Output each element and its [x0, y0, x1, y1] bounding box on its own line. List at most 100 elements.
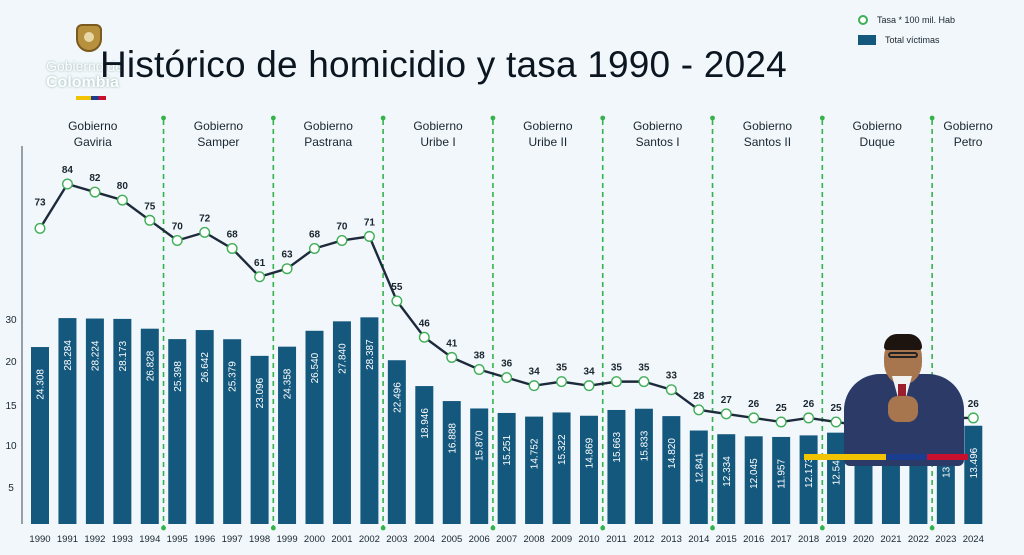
rate-point	[281, 263, 293, 275]
rate-point	[775, 416, 787, 428]
period-divider-dot	[380, 115, 386, 121]
rate-value-label: 70	[336, 221, 348, 232]
x-tick-label: 2011	[606, 534, 626, 545]
rate-value-label: 68	[309, 230, 321, 241]
x-tick-label: 2021	[880, 534, 901, 545]
x-tick-label: 1998	[249, 534, 270, 545]
bar	[113, 318, 132, 524]
period-divider-dot	[161, 525, 166, 531]
period-divider-dot	[710, 115, 715, 121]
y-tick-label: 10	[5, 441, 17, 452]
bar-value-label: 24.308	[36, 369, 47, 400]
rate-value-label: 55	[391, 282, 403, 293]
bar	[58, 318, 77, 524]
gobierno-colombia-logo: Gobierno de Colombia	[44, 22, 144, 102]
bar-value-label: 15.251	[502, 435, 513, 466]
x-tick-label: 2017	[771, 534, 792, 545]
rate-point	[418, 331, 430, 343]
colombia-flag-stripe	[76, 96, 106, 100]
bar-value-label: 12.334	[722, 456, 733, 487]
x-tick-label: 2022	[908, 534, 929, 545]
bar-value-label: 15.833	[639, 430, 650, 461]
bar	[360, 317, 379, 524]
bar	[497, 412, 516, 524]
rate-point	[391, 295, 403, 307]
period-label: Gobierno Santos II	[743, 119, 793, 149]
bar-value-label: 27.840	[337, 343, 348, 374]
period-label: Gobierno Santos I	[633, 119, 683, 149]
rate-value-label: 28	[693, 391, 705, 402]
period-label: Gobierno Uribe II	[523, 119, 573, 149]
rate-point	[336, 234, 348, 246]
bar-value-label: 14.820	[667, 438, 678, 469]
rate-value-label: 73	[34, 197, 46, 208]
bar-value-label: 28.284	[63, 340, 74, 371]
period-divider-dot	[819, 525, 825, 531]
x-tick-label: 2014	[688, 534, 709, 545]
circle-marker-icon	[858, 15, 868, 25]
rate-value-label: 46	[419, 318, 431, 329]
rate-value-label: 41	[446, 338, 458, 349]
bar-value-label: 12.173	[804, 457, 815, 488]
rate-value-label: 70	[172, 221, 184, 232]
bar-value-label: 11.957	[777, 459, 788, 489]
rate-value-label: 25	[830, 403, 842, 414]
bar-value-label: 16.888	[447, 423, 458, 454]
rate-point	[89, 186, 101, 198]
bar	[470, 408, 489, 524]
bar-value-label: 23.096	[255, 377, 266, 408]
rate-point	[556, 376, 568, 388]
rate-point	[638, 376, 650, 388]
chart-legend: Tasa * 100 mil. Hab Total víctimas	[858, 10, 955, 50]
x-tick-label: 2013	[661, 534, 682, 545]
period-divider-dot	[929, 115, 935, 121]
x-tick-label: 2019	[825, 534, 846, 545]
bar-value-label: 14.869	[585, 437, 596, 468]
rate-value-label: 72	[199, 213, 211, 224]
bar	[31, 347, 49, 524]
x-tick-label: 2005	[441, 534, 462, 545]
rate-value-label: 26	[748, 399, 760, 410]
bar-value-label: 25.398	[173, 361, 184, 392]
rate-value-label: 35	[611, 363, 623, 374]
rate-point	[528, 380, 540, 392]
x-tick-label: 1995	[167, 534, 188, 545]
bar	[744, 436, 763, 524]
period-label: Gobierno Petro	[943, 119, 993, 149]
period-divider-dot	[819, 115, 825, 121]
bar-value-label: 28.387	[365, 339, 376, 370]
legend-victims-label: Total víctimas	[885, 35, 940, 45]
rate-value-label: 26	[803, 399, 815, 410]
rate-value-label: 82	[89, 173, 101, 184]
period-divider-dot	[490, 115, 496, 121]
bar-value-label: 26.642	[200, 352, 211, 383]
rate-value-label: 75	[144, 201, 156, 212]
bar	[662, 416, 681, 524]
bar	[552, 412, 571, 524]
rate-point	[226, 243, 238, 255]
rate-value-label: 25	[776, 403, 788, 414]
bar	[195, 330, 214, 524]
rate-value-label: 84	[62, 165, 74, 176]
rate-value-label: 35	[556, 363, 568, 374]
bar	[278, 346, 297, 524]
bar-value-label: 15.322	[557, 434, 568, 465]
period-divider-dot	[270, 525, 276, 531]
bar-value-label: 28.224	[90, 340, 101, 371]
rate-point	[967, 412, 979, 424]
rate-point	[144, 214, 156, 226]
rate-point	[583, 380, 595, 392]
rate-value-label: 27	[721, 395, 733, 406]
rate-point	[501, 372, 513, 384]
x-tick-label: 2008	[524, 534, 545, 545]
bar-swatch-icon	[858, 35, 876, 45]
bar	[85, 318, 104, 524]
x-tick-label: 2001	[331, 534, 352, 545]
rate-point	[116, 194, 128, 206]
bar	[772, 436, 791, 524]
bar	[168, 339, 187, 524]
sign-language-interpreter	[804, 326, 1004, 466]
bar-value-label: 25.379	[228, 361, 239, 392]
bar	[442, 401, 461, 524]
x-tick-label: 1997	[222, 534, 243, 545]
